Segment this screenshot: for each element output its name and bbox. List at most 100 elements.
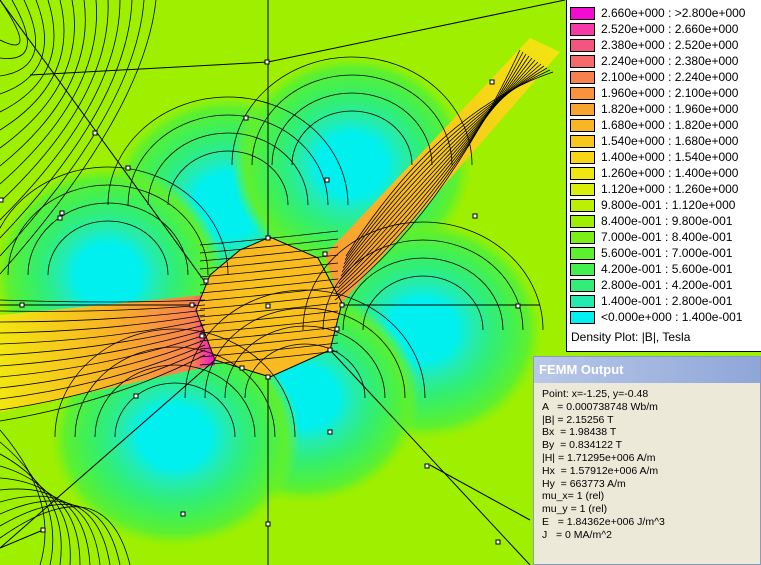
output-line: |H| = 1.71295e+006 A/m [542, 451, 656, 464]
legend-row: 2.240e+000 : 2.380e+000 [570, 53, 738, 69]
legend-row: 1.260e+000 : 1.400e+000 [570, 165, 738, 181]
flux-line [0, 304, 206, 312]
legend-swatch [570, 86, 595, 100]
output-line: J = 0 MA/m^2 [542, 528, 612, 541]
legend-swatch [570, 310, 595, 324]
flux-line [335, 51, 524, 297]
mesh-node [424, 463, 430, 469]
flux-line [0, 441, 54, 565]
flux-line [0, 166, 229, 276]
legend-swatch [570, 118, 595, 132]
geometry-outline [0, 0, 566, 565]
flux-line [199, 278, 339, 294]
legend-row: 1.540e+000 : 1.680e+000 [570, 133, 738, 149]
femm-output-window[interactable]: FEMM Output Point: x=-1.25, y=-0.48 A = 0… [533, 356, 761, 565]
legend-swatch [570, 230, 595, 244]
mesh-node [57, 215, 63, 221]
mesh-node [265, 303, 271, 309]
legend-swatch [570, 38, 595, 52]
legend-label: 9.800e-001 : 1.120e+000 [601, 198, 736, 212]
legend-label: 1.960e+000 : 2.100e+000 [601, 86, 739, 100]
mesh-node [264, 59, 270, 65]
flux-line [339, 59, 536, 281]
flux-line [337, 55, 530, 289]
flux-line [199, 310, 339, 326]
legend-swatch [570, 246, 595, 260]
mesh-node [40, 527, 46, 533]
flux-line [0, 0, 45, 95]
mesh-node [265, 374, 271, 380]
flux-line [127, 114, 329, 206]
mesh-node [92, 130, 98, 136]
legend-label: 1.680e+000 : 1.820e+000 [601, 118, 739, 132]
legend-row: 1.120e+000 : 1.260e+000 [570, 181, 738, 197]
flux-line [0, 334, 206, 378]
mesh-node [495, 539, 501, 545]
legend-row: 1.820e+000 : 1.960e+000 [570, 101, 738, 117]
legend-label: <0.000e+000 : 1.400e-001 [601, 310, 743, 324]
flux-line [0, 324, 206, 356]
mesh-node [324, 177, 330, 183]
legend-label: 1.540e+000 : 1.680e+000 [601, 134, 739, 148]
flux-line [204, 307, 406, 399]
flux-line [0, 0, 28, 59]
legend-swatch [570, 214, 595, 228]
left-arm [0, 295, 215, 412]
legend-row: 1.400e+000 : 1.540e+000 [570, 149, 738, 165]
legend-row: <0.000e+000 : 1.400e-001 [570, 309, 742, 325]
flux-line [74, 346, 276, 438]
legend-swatch [570, 6, 595, 20]
mesh-nodes [0, 59, 521, 545]
legend-label: 2.100e+000 : 2.240e+000 [601, 70, 739, 84]
flux-line [251, 74, 453, 166]
mesh-node [265, 521, 271, 527]
flux-line [0, 0, 65, 131]
flux-line [0, 354, 206, 422]
legend-label: 7.000e-001 : 8.400e-001 [601, 230, 733, 244]
mesh-node [19, 302, 25, 308]
flux-line [0, 0, 121, 221]
legend-swatch [570, 166, 595, 180]
legend-swatch [570, 278, 595, 292]
legend-row: 8.400e-001 : 9.800e-001 [570, 213, 732, 229]
flux-line [0, 0, 37, 77]
mesh-node [327, 429, 333, 435]
flux-line [199, 270, 339, 286]
legend-caption: Density Plot: |B|, Tesla [571, 330, 691, 344]
flux-line [0, 477, 81, 565]
legend-label: 2.520e+000 : 2.660e+000 [601, 22, 739, 36]
legend-label: 2.380e+000 : 2.520e+000 [601, 38, 739, 52]
output-title[interactable]: FEMM Output [534, 357, 760, 383]
flux-line [341, 63, 542, 273]
flux-line [0, 339, 206, 389]
flux-line [0, 309, 206, 323]
mesh-node [489, 79, 495, 85]
flux-line [147, 132, 309, 206]
flux-line [0, 465, 71, 565]
flux-line [0, 0, 21, 46]
flux-line [199, 238, 339, 254]
legend-row: 2.380e+000 : 2.520e+000 [570, 37, 738, 53]
legend-row: 5.600e-001 : 7.000e-001 [570, 245, 732, 261]
flux-line [224, 325, 386, 399]
mesh-node [239, 365, 245, 371]
legend-swatch [570, 262, 595, 276]
legend-row: 7.000e-001 : 8.400e-001 [570, 229, 732, 245]
flux-line [0, 349, 206, 411]
flux-line [47, 220, 169, 276]
flux-line [107, 96, 349, 206]
legend-label: 2.240e+000 : 2.380e+000 [601, 54, 739, 68]
legend-swatch [570, 102, 595, 116]
legend-label: 1.820e+000 : 1.960e+000 [601, 102, 739, 116]
legend-row: 1.960e+000 : 2.100e+000 [570, 85, 738, 101]
legend-row: 4.200e-001 : 5.600e-001 [570, 261, 732, 277]
legend-label: 1.260e+000 : 1.400e+000 [601, 166, 739, 180]
output-line: Hx = 1.57912e+006 A/m [542, 464, 659, 477]
legend-row: 1.680e+000 : 1.820e+000 [570, 117, 738, 133]
legend-swatch [570, 134, 595, 148]
flux-line [291, 110, 413, 166]
output-line: Hy = 663773 A/m [542, 477, 626, 490]
mesh-node [339, 302, 345, 308]
flux-line [0, 344, 206, 400]
legend-swatch [570, 22, 595, 36]
